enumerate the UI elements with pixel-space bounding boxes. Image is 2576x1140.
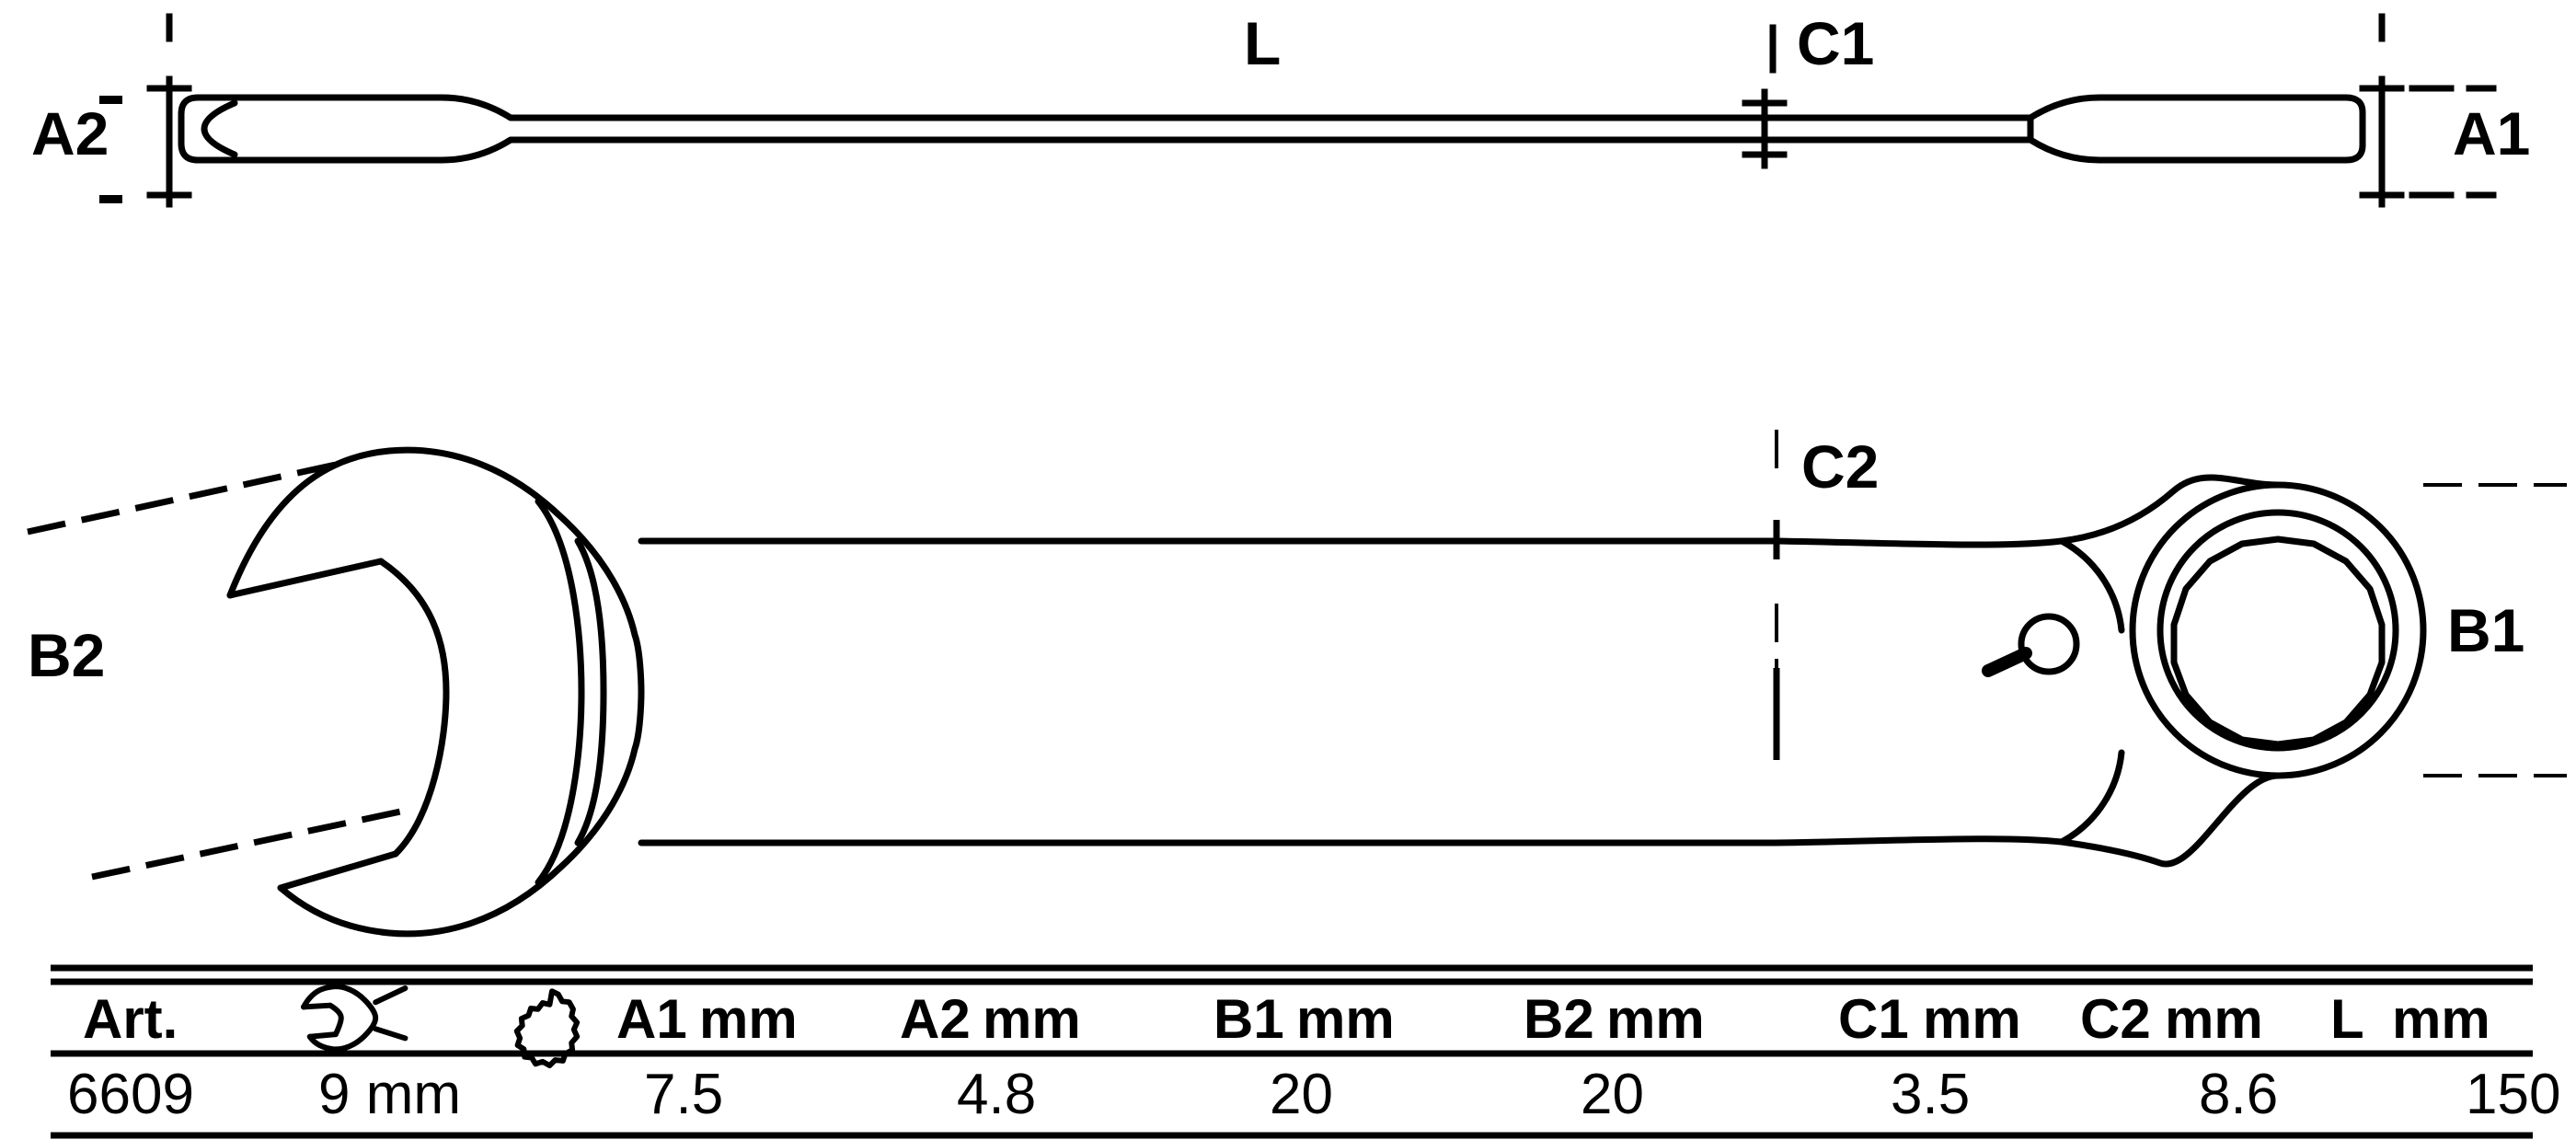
svg-text:mm: mm <box>2165 988 2263 1050</box>
svg-text:C2: C2 <box>1801 432 1879 501</box>
svg-text:20: 20 <box>1581 1063 1644 1126</box>
svg-text:3.5: 3.5 <box>1891 1063 1970 1126</box>
svg-text:mm: mm <box>983 988 1081 1050</box>
svg-text:6609: 6609 <box>67 1063 194 1126</box>
svg-text:L: L <box>1244 9 1281 77</box>
svg-text:B1: B1 <box>2447 596 2524 664</box>
svg-text:4.8: 4.8 <box>957 1063 1036 1126</box>
svg-text:Art.: Art. <box>83 988 178 1050</box>
svg-text:mm: mm <box>1923 988 2021 1050</box>
svg-text:9 mm: 9 mm <box>318 1063 461 1126</box>
svg-text:7.5: 7.5 <box>644 1063 723 1126</box>
svg-text:mm: mm <box>2392 988 2490 1050</box>
svg-text:B1: B1 <box>1213 988 1284 1050</box>
svg-text:A2: A2 <box>31 99 109 167</box>
svg-text:B2: B2 <box>1524 988 1594 1050</box>
svg-text:A1: A1 <box>2453 99 2530 167</box>
svg-text:150: 150 <box>2466 1063 2560 1126</box>
svg-text:C1: C1 <box>1838 988 1909 1050</box>
svg-text:mm: mm <box>1296 988 1395 1050</box>
svg-text:20: 20 <box>1270 1063 1333 1126</box>
svg-text:A2: A2 <box>900 988 971 1050</box>
svg-text:C2: C2 <box>2080 988 2151 1050</box>
svg-text:mm: mm <box>1606 988 1705 1050</box>
svg-text:mm: mm <box>699 988 798 1050</box>
svg-text:L: L <box>2330 988 2364 1050</box>
svg-text:B2: B2 <box>28 621 105 689</box>
svg-text:8.6: 8.6 <box>2199 1063 2278 1126</box>
svg-text:A1: A1 <box>616 988 687 1050</box>
svg-text:C1: C1 <box>1797 9 1874 77</box>
